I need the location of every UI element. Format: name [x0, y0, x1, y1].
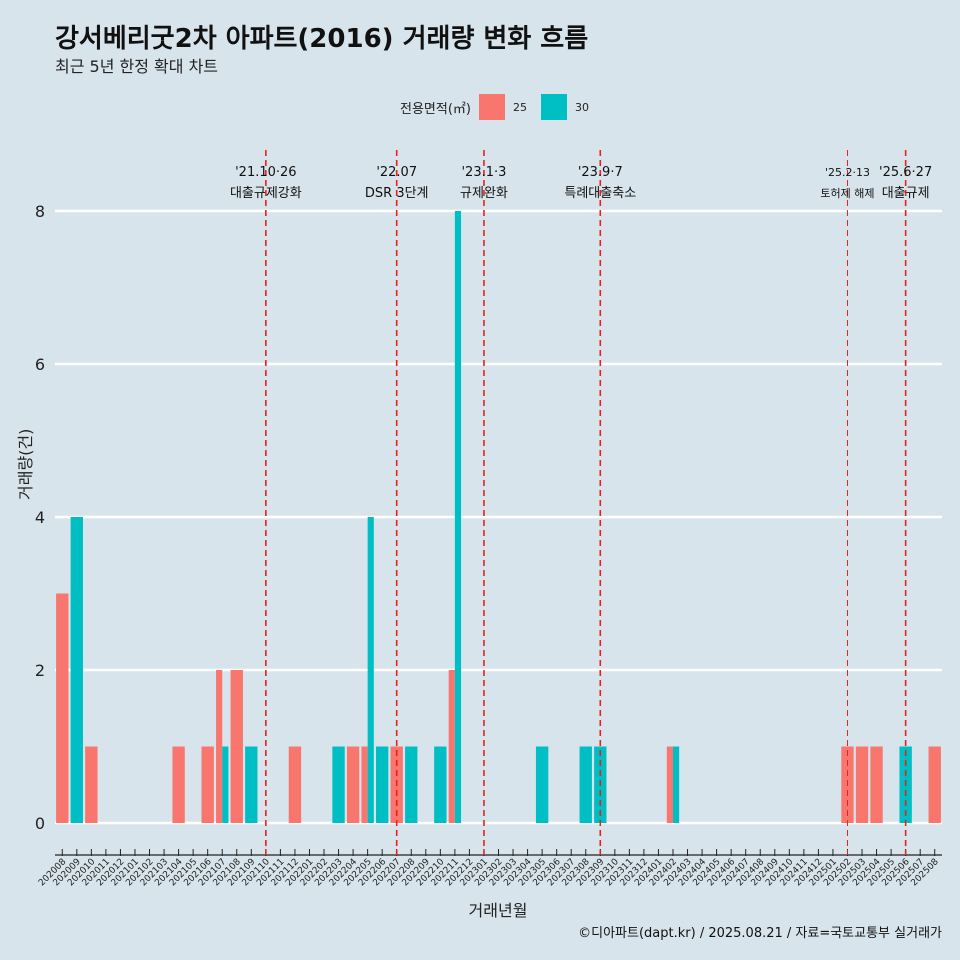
- bar-30-202305: [535, 746, 549, 823]
- y-tick-label: 8: [35, 202, 45, 221]
- bar-30-202206: [375, 746, 389, 823]
- bar-25-202010: [85, 746, 98, 823]
- x-axis-label: 거래년월: [468, 901, 528, 920]
- bar-25-202402: [666, 746, 673, 823]
- y-tick-label: 4: [35, 508, 45, 527]
- bar-25-202503: [855, 746, 869, 823]
- legend-swatch-25: [478, 94, 505, 120]
- legend: 전용면적(㎡) 25 30: [400, 94, 595, 120]
- event-name-label: DSR 3단계: [365, 186, 429, 201]
- y-tick-label: 2: [35, 661, 45, 680]
- bar-30-202208: [405, 746, 418, 823]
- event-date-label: '22.07: [376, 165, 417, 180]
- bar-25-202106: [201, 746, 214, 823]
- event-name-label: 규제완화: [460, 186, 508, 201]
- event-name-label: 특례대출축소: [564, 186, 636, 201]
- bar-25-202112: [288, 746, 302, 823]
- event-date-label: '25.2·13: [825, 166, 870, 179]
- bar-30-202205: [367, 517, 374, 823]
- bar-30-202308: [579, 746, 592, 823]
- legend-swatch-30: [540, 94, 567, 120]
- event-name-label: 대출규제강화: [230, 186, 302, 201]
- event-date-label: '21.10·26: [235, 165, 296, 180]
- legend-label-30: 30: [574, 100, 589, 114]
- bar-25-202204: [346, 746, 360, 823]
- chart-subtitle: 최근 5년 한정 확대 차트: [55, 57, 219, 76]
- bar-25-202508: [928, 746, 941, 823]
- bar-30-202402: [672, 746, 680, 823]
- bar-25-202104: [172, 746, 185, 823]
- event-date-label: '23.1·3: [461, 165, 506, 180]
- event-date-label: '23.9·7: [578, 165, 623, 180]
- caption: ©디아파트(dapt.kr) / 2025.08.21 / 자료=국토교통부 실…: [578, 926, 942, 941]
- event-name-label: 대출규제: [882, 186, 930, 201]
- bar-25-202008: [56, 593, 69, 823]
- event-name-label: 토허제 해제: [820, 186, 874, 200]
- bar-30-202203: [332, 746, 345, 823]
- bar-25-202107: [216, 670, 223, 823]
- bar-30-202009: [70, 517, 83, 823]
- bar-30-202107: [222, 746, 229, 823]
- bar-25-202211: [448, 670, 455, 823]
- bar-25-202205: [361, 746, 368, 823]
- y-tick-label: 6: [35, 355, 45, 374]
- legend-label-25: 25: [512, 100, 527, 114]
- bar-25-202108: [230, 670, 243, 823]
- bar-30-202211: [454, 211, 462, 823]
- bar-25-202504: [870, 746, 883, 823]
- event-date-label: '25.6·27: [879, 165, 932, 180]
- y-axis-label: 거래량(건): [16, 428, 35, 500]
- bar-30-202210: [434, 746, 447, 823]
- chart-title: 강서베리굿2차 아파트(2016) 거래량 변화 흐름: [55, 24, 589, 54]
- legend-title: 전용면적(㎡): [400, 101, 471, 117]
- y-tick-label: 0: [35, 814, 45, 833]
- bar-30-202109: [245, 746, 258, 823]
